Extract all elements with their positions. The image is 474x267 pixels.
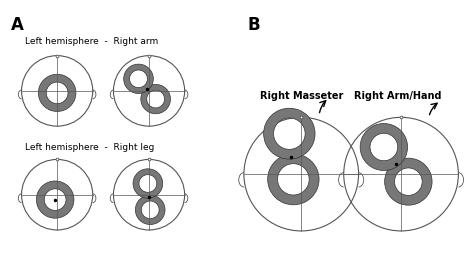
Text: Right Masseter: Right Masseter — [260, 91, 343, 101]
Text: Right Arm/Hand: Right Arm/Hand — [355, 91, 442, 101]
Text: Left hemisphere  -  Right arm: Left hemisphere - Right arm — [25, 37, 158, 46]
Text: B: B — [248, 17, 261, 34]
Text: Left hemisphere  -  Right leg: Left hemisphere - Right leg — [25, 143, 154, 152]
Text: A: A — [11, 17, 24, 34]
